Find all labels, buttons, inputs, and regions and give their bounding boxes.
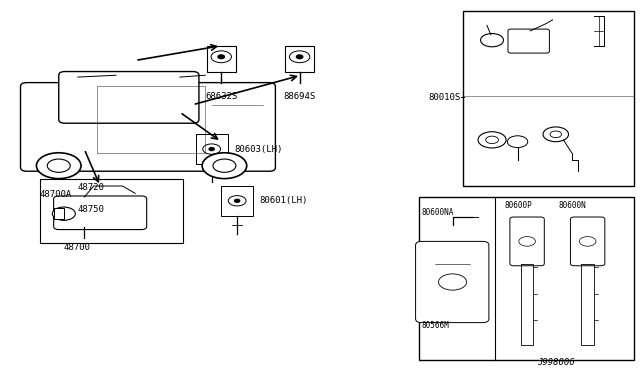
Bar [419, 197, 634, 359]
Text: 88694S: 88694S [284, 92, 316, 101]
Bar [196, 134, 228, 164]
Text: 48720: 48720 [77, 183, 104, 192]
Circle shape [203, 144, 221, 154]
Circle shape [209, 148, 214, 151]
Circle shape [235, 199, 240, 202]
Circle shape [289, 51, 310, 62]
Circle shape [218, 55, 225, 59]
Circle shape [213, 159, 236, 172]
Bar [285, 46, 314, 71]
Circle shape [52, 207, 76, 220]
Circle shape [228, 196, 246, 206]
Circle shape [296, 55, 303, 59]
Text: 48700A: 48700A [40, 190, 72, 199]
Text: 80600N: 80600N [559, 201, 587, 210]
Circle shape [438, 274, 467, 290]
FancyBboxPatch shape [54, 196, 147, 230]
Circle shape [478, 132, 506, 148]
Circle shape [543, 127, 568, 142]
Circle shape [202, 153, 246, 179]
Bar [207, 46, 236, 71]
Circle shape [36, 153, 81, 179]
Circle shape [550, 131, 561, 138]
Circle shape [579, 237, 596, 246]
Circle shape [486, 136, 499, 144]
Circle shape [47, 159, 70, 172]
Bar [463, 11, 634, 186]
Text: 80600NA: 80600NA [422, 208, 454, 217]
Text: 80566M: 80566M [422, 321, 450, 330]
Polygon shape [54, 208, 64, 219]
FancyBboxPatch shape [415, 241, 489, 323]
Text: J998006: J998006 [537, 358, 575, 367]
Bar [221, 186, 253, 215]
Text: 48700: 48700 [64, 243, 91, 252]
FancyBboxPatch shape [508, 29, 549, 53]
Text: 80601(LH): 80601(LH) [259, 196, 308, 205]
Text: 80010S: 80010S [428, 93, 460, 102]
FancyBboxPatch shape [59, 71, 199, 123]
FancyBboxPatch shape [20, 83, 275, 171]
Circle shape [508, 136, 528, 148]
Text: 68632S: 68632S [205, 92, 237, 101]
Text: 48750: 48750 [77, 205, 104, 214]
Bar [40, 179, 183, 243]
Text: 80603(LH): 80603(LH) [234, 145, 282, 154]
Text: 80600P: 80600P [505, 201, 532, 210]
FancyBboxPatch shape [510, 217, 544, 266]
Circle shape [211, 51, 232, 62]
Circle shape [481, 33, 504, 47]
Circle shape [519, 237, 536, 246]
FancyBboxPatch shape [570, 217, 605, 266]
